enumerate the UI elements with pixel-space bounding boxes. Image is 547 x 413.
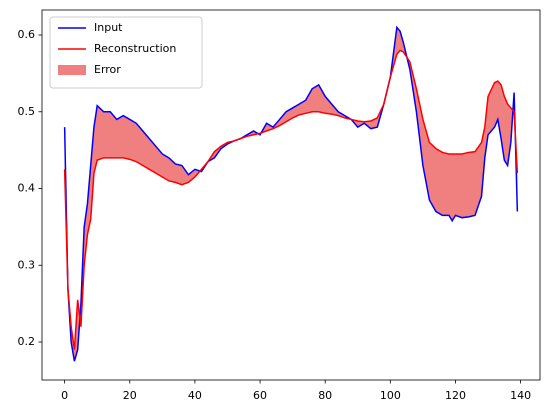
x-tick-label: 20 xyxy=(123,389,137,402)
legend-box xyxy=(49,16,203,89)
legend-swatch xyxy=(58,65,86,75)
x-tick-label: 40 xyxy=(188,389,202,402)
legend-label: Input xyxy=(94,21,123,34)
x-tick-label: 80 xyxy=(318,389,332,402)
y-tick-label: 0.4 xyxy=(18,182,36,195)
x-tick-label: 60 xyxy=(253,389,267,402)
x-tick-label: 120 xyxy=(445,389,466,402)
series-line xyxy=(63,25,519,362)
legend-label: Error xyxy=(94,63,121,76)
x-tick-label: 140 xyxy=(510,389,531,402)
x-tick-label: 100 xyxy=(380,389,401,402)
legend-label: Reconstruction xyxy=(94,42,176,55)
series-line xyxy=(63,49,519,350)
y-tick-label: 0.6 xyxy=(18,28,36,41)
axes-frame xyxy=(41,9,541,381)
x-tick-label: 0 xyxy=(61,389,68,402)
y-tick-label: 0.2 xyxy=(18,335,36,348)
y-tick-label: 0.3 xyxy=(18,258,36,271)
y-tick-label: 0.5 xyxy=(18,105,36,118)
